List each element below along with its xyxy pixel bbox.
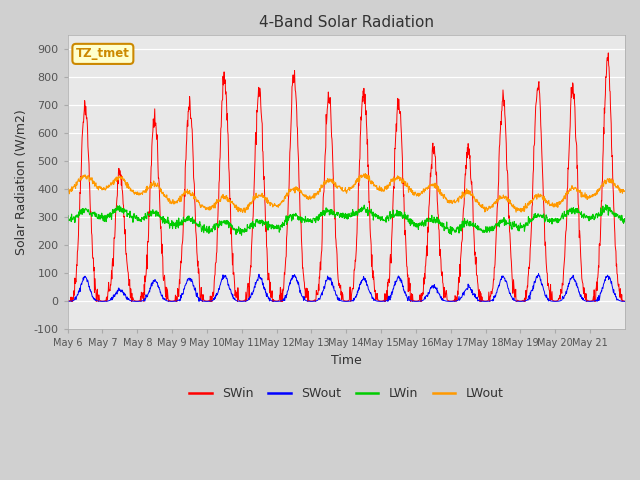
- X-axis label: Time: Time: [331, 354, 362, 367]
- LWin: [478, 227, 486, 233]
- LWin: [614, 215, 622, 221]
- LWout: [560, 193, 568, 199]
- LWin: [64, 220, 72, 226]
- Legend: SWin, SWout, LWin, LWout: SWin, SWout, LWin, LWout: [184, 383, 508, 406]
- SWin: [604, 50, 612, 56]
- LWout: [241, 210, 249, 216]
- Line: SWin: SWin: [68, 53, 625, 301]
- LWin: [237, 232, 245, 238]
- LWin: [332, 211, 340, 217]
- SWin: [151, 106, 159, 112]
- LWin: [321, 211, 329, 216]
- LWout: [479, 205, 486, 211]
- Line: SWout: SWout: [68, 274, 625, 301]
- SWin: [614, 282, 622, 288]
- Y-axis label: Solar Radiation (W/m2): Solar Radiation (W/m2): [15, 109, 28, 255]
- SWout: [621, 299, 629, 304]
- LWout: [64, 191, 72, 196]
- SWin: [559, 275, 567, 281]
- SWout: [560, 295, 568, 300]
- SWout: [151, 277, 159, 283]
- Line: LWin: LWin: [68, 205, 625, 235]
- LWout: [332, 181, 340, 187]
- Line: LWout: LWout: [68, 174, 625, 213]
- Title: 4-Band Solar Radiation: 4-Band Solar Radiation: [259, 15, 434, 30]
- SWout: [614, 297, 622, 303]
- SWin: [64, 299, 72, 304]
- LWout: [151, 182, 159, 188]
- LWin: [151, 210, 159, 216]
- LWin: [560, 214, 568, 220]
- LWin: [621, 216, 629, 222]
- Text: TZ_tmet: TZ_tmet: [76, 48, 130, 60]
- LWout: [621, 189, 629, 194]
- SWin: [618, 299, 626, 304]
- SWin: [332, 234, 339, 240]
- LWout: [321, 180, 329, 186]
- SWin: [621, 299, 629, 304]
- SWin: [477, 299, 485, 304]
- SWout: [478, 299, 486, 304]
- SWout: [195, 299, 203, 304]
- LWout: [614, 184, 622, 190]
- SWout: [321, 281, 329, 287]
- SWout: [332, 292, 340, 298]
- SWout: [64, 299, 72, 304]
- SWout: [535, 271, 543, 276]
- SWin: [321, 153, 329, 159]
- LWin: [602, 202, 609, 208]
- LWout: [362, 171, 369, 177]
